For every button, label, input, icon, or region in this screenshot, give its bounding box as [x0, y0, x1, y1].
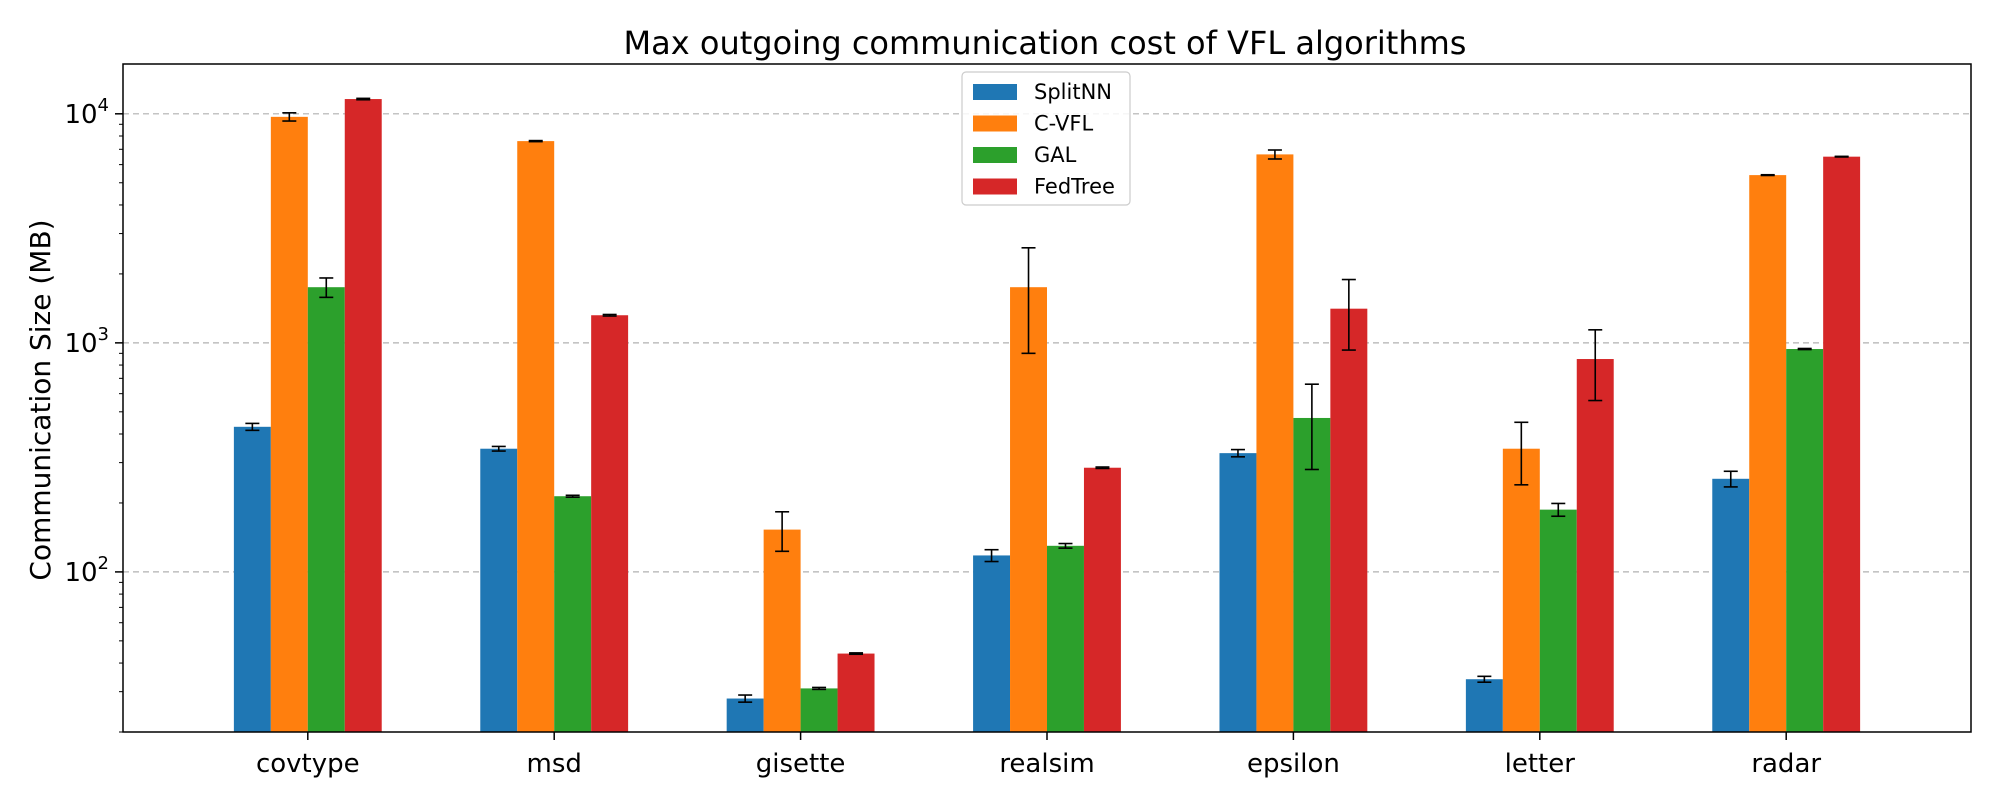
bar-letter-splitnn [1465, 679, 1503, 732]
error-bar-letter-fedtree [1588, 329, 1603, 402]
y-tick-label: 103 [64, 324, 109, 359]
error-bar-covtype-fedtree [356, 97, 371, 101]
error-bar-realsim-splitnn [984, 548, 999, 563]
legend-label-c-vfl: C-VFL [1034, 112, 1093, 136]
bar-letter-gal [1539, 509, 1577, 732]
bar-msd-c-vfl [517, 141, 555, 733]
error-bar-msd-splitnn [491, 445, 506, 452]
error-bar-gisette-fedtree [849, 652, 864, 656]
x-tick-label-covtype: covtype [256, 749, 360, 779]
x-tick-label-msd: msd [527, 749, 582, 779]
error-bar-epsilon-c-vfl [1267, 149, 1282, 160]
bar-radar-splitnn [1712, 478, 1750, 732]
error-bar-realsim-gal [1058, 542, 1073, 549]
error-bar-covtype-splitnn [245, 422, 260, 432]
legend: SplitNN C-VFL GAL FedTree [961, 71, 1131, 206]
error-bar-gisette-c-vfl [775, 510, 790, 553]
bar-gisette-c-vfl [763, 529, 801, 732]
x-tick-label-radar: radar [1751, 749, 1821, 779]
error-bar-letter-splitnn [1477, 675, 1492, 683]
y-tick-label: 102 [64, 553, 109, 588]
bar-realsim-c-vfl [1010, 287, 1047, 732]
bars-layer [233, 99, 1861, 733]
error-bar-radar-fedtree [1834, 155, 1849, 158]
bar-msd-fedtree [591, 315, 629, 732]
bar-msd-splitnn [480, 448, 518, 732]
bar-letter-fedtree [1576, 359, 1614, 732]
ticks-layer: 102 103 104 covtype msd gisette realsim epsilon… [64, 95, 1821, 779]
bar-epsilon-gal [1293, 417, 1331, 732]
error-bar-realsim-c-vfl [1021, 247, 1036, 355]
error-bars-layer [245, 97, 1849, 703]
error-bar-radar-c-vfl [1760, 173, 1775, 177]
bar-epsilon-fedtree [1330, 308, 1368, 732]
bar-epsilon-splitnn [1219, 453, 1257, 732]
bar-msd-gal [554, 496, 592, 732]
bar-letter-c-vfl [1502, 448, 1540, 732]
bar-covtype-gal [307, 287, 345, 732]
y-axis-label: Communication Size (MB) [24, 219, 57, 580]
error-bar-covtype-gal [319, 277, 334, 299]
error-bar-radar-splitnn [1723, 470, 1738, 488]
legend-swatch-fedtree [973, 178, 1017, 195]
legend-swatch-c-vfl [973, 115, 1017, 132]
error-bar-realsim-fedtree [1095, 466, 1110, 470]
error-bar-letter-c-vfl [1514, 421, 1529, 486]
bar-covtype-splitnn [233, 426, 271, 732]
error-bar-msd-fedtree [602, 313, 617, 317]
legend-swatch-splitnn [973, 84, 1017, 100]
bar-radar-c-vfl [1749, 175, 1787, 733]
error-bar-radar-gal [1797, 347, 1812, 351]
bar-realsim-gal [1047, 545, 1084, 732]
bar-gisette-splitnn [726, 698, 764, 732]
legend-label-splitnn: SplitNN [1034, 80, 1112, 104]
error-bar-covtype-c-vfl [282, 112, 297, 122]
x-tick-label-gisette: gisette [756, 749, 846, 779]
error-bar-gisette-splitnn [738, 694, 753, 703]
bar-realsim-fedtree [1083, 467, 1121, 732]
bar-gisette-gal [800, 688, 838, 732]
chart-title: Max outgoing communication cost of VFL a… [624, 24, 1467, 62]
bar-radar-fedtree [1823, 156, 1861, 732]
error-bar-gisette-gal [812, 686, 827, 691]
y-tick-label: 104 [64, 95, 109, 130]
legend-swatch-gal [973, 147, 1017, 163]
error-bar-msd-c-vfl [528, 139, 543, 143]
bar-radar-gal [1786, 349, 1824, 732]
error-bar-epsilon-fedtree [1341, 278, 1356, 351]
legend-box [961, 71, 1131, 206]
legend-label-fedtree: FedTree [1034, 175, 1115, 199]
error-bar-msd-gal [565, 494, 580, 498]
x-tick-label-realsim: realsim [999, 749, 1094, 779]
x-tick-label-letter: letter [1505, 749, 1576, 779]
bar-epsilon-c-vfl [1256, 154, 1294, 733]
bar-realsim-splitnn [973, 555, 1011, 732]
bar-covtype-c-vfl [270, 116, 308, 732]
error-bar-letter-gal [1551, 502, 1566, 518]
error-bar-epsilon-gal [1304, 383, 1319, 471]
legend-label-gal: GAL [1034, 143, 1077, 167]
x-tick-label-epsilon: epsilon [1247, 749, 1340, 779]
bar-covtype-fedtree [344, 99, 382, 733]
error-bar-epsilon-splitnn [1230, 448, 1245, 458]
bar-gisette-fedtree [837, 653, 875, 732]
